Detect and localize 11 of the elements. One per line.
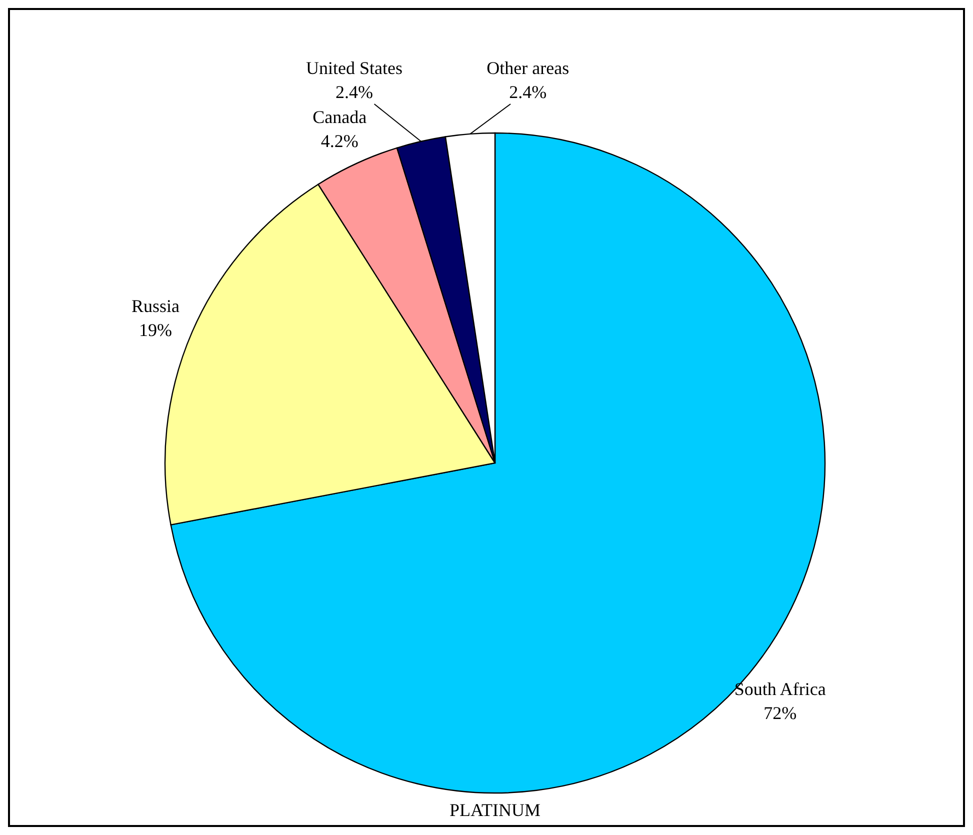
data-label: 2.4% xyxy=(509,82,547,102)
slice-label: United States xyxy=(306,58,403,78)
slice-label: Canada xyxy=(312,107,367,128)
data-label: 72% xyxy=(764,702,797,723)
data-label: 19% xyxy=(138,320,172,340)
data-label: 4.2% xyxy=(320,131,358,152)
text: PLATINUM xyxy=(449,800,541,820)
slice-label: Russia xyxy=(131,296,180,316)
slice-label: South Africa xyxy=(734,678,826,699)
data-label: 2.4% xyxy=(336,82,374,102)
slice-label: Other areas xyxy=(486,58,570,78)
